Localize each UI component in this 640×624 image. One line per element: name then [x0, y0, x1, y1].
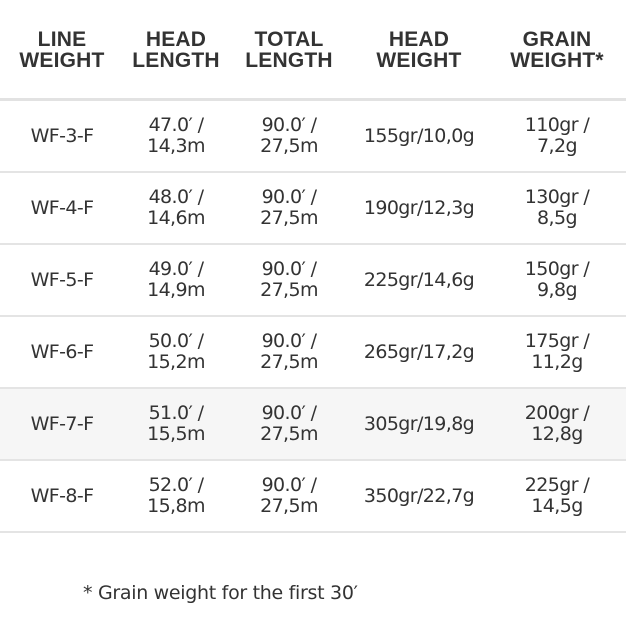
cell-head-weight: 350gr/22,7g	[350, 460, 488, 533]
table-row: WF-3-F 47.0′ /14,3m 90.0′ /27,5m 155gr/10,0…	[0, 99, 626, 173]
cell-line-weight: WF-3-F	[0, 99, 124, 173]
fly-line-spec-table: LINE WEIGHT HEAD LENGTH TOTAL LENGTH HEAD WE…	[0, 0, 626, 533]
footnote: * Grain weight for the first 30′	[83, 582, 358, 604]
cell-line-weight: WF-6-F	[0, 316, 124, 389]
cell-line-weight: WF-5-F	[0, 244, 124, 317]
table-header-row: LINE WEIGHT HEAD LENGTH TOTAL LENGTH HEAD WE…	[0, 0, 626, 101]
cell-grain-weight: 200gr /12,8g	[488, 388, 626, 461]
table-row: WF-4-F 48.0′ /14,6m 90.0′ /27,5m 190gr/12,3…	[0, 172, 626, 245]
cell-grain-weight: 130gr /8,5g	[488, 172, 626, 245]
header-total-length: TOTAL LENGTH	[228, 0, 350, 101]
header-head-weight: HEAD WEIGHT	[350, 0, 488, 101]
cell-line-weight: WF-8-F	[0, 460, 124, 533]
cell-grain-weight: 110gr /7,2g	[488, 99, 626, 173]
table-row: WF-6-F 50.0′ /15,2m 90.0′ /27,5m 265gr/17,2…	[0, 316, 626, 389]
cell-total-length: 90.0′ /27,5m	[228, 460, 350, 533]
cell-head-weight: 305gr/19,8g	[350, 388, 488, 461]
cell-total-length: 90.0′ /27,5m	[228, 99, 350, 173]
cell-head-length: 51.0′ /15,5m	[124, 388, 228, 461]
cell-total-length: 90.0′ /27,5m	[228, 316, 350, 389]
cell-head-weight: 225gr/14,6g	[350, 244, 488, 317]
cell-head-weight: 265gr/17,2g	[350, 316, 488, 389]
table-row: WF-8-F 52.0′ /15,8m 90.0′ /27,5m 350gr/22,7…	[0, 460, 626, 533]
header-head-length: HEAD LENGTH	[124, 0, 228, 101]
cell-line-weight: WF-7-F	[0, 388, 124, 461]
cell-head-length: 50.0′ /15,2m	[124, 316, 228, 389]
table-row: WF-7-F 51.0′ /15,5m 90.0′ /27,5m 305gr/19,8…	[0, 388, 626, 461]
cell-grain-weight: 175gr /11,2g	[488, 316, 626, 389]
cell-head-length: 47.0′ /14,3m	[124, 99, 228, 173]
cell-head-length: 52.0′ /15,8m	[124, 460, 228, 533]
cell-total-length: 90.0′ /27,5m	[228, 172, 350, 245]
cell-total-length: 90.0′ /27,5m	[228, 244, 350, 317]
cell-head-weight: 155gr/10,0g	[350, 99, 488, 173]
cell-head-length: 49.0′ /14,9m	[124, 244, 228, 317]
cell-grain-weight: 150gr /9,8g	[488, 244, 626, 317]
cell-head-length: 48.0′ /14,6m	[124, 172, 228, 245]
table-row: WF-5-F 49.0′ /14,9m 90.0′ /27,5m 225gr/14,6…	[0, 244, 626, 317]
cell-total-length: 90.0′ /27,5m	[228, 388, 350, 461]
cell-grain-weight: 225gr /14,5g	[488, 460, 626, 533]
cell-head-weight: 190gr/12,3g	[350, 172, 488, 245]
header-grain-weight: GRAIN WEIGHT*	[488, 0, 626, 101]
cell-line-weight: WF-4-F	[0, 172, 124, 245]
header-line-weight: LINE WEIGHT	[0, 0, 124, 101]
